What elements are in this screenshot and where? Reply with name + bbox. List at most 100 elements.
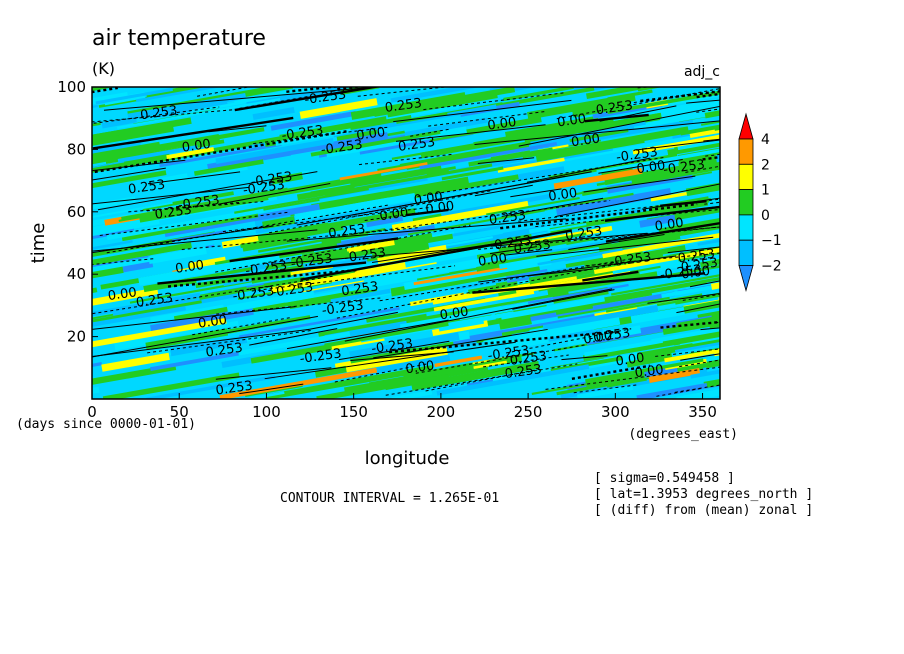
field-streak (299, 98, 378, 119)
field-streak (425, 227, 538, 254)
contour-line (571, 364, 651, 380)
field-streak (647, 280, 707, 294)
field-streak (92, 161, 125, 181)
field-streak (634, 358, 704, 374)
field-streak (349, 332, 460, 360)
contour-label: 0.00 (615, 351, 646, 370)
field-streak (434, 355, 483, 368)
field-streak (738, 384, 773, 397)
field-streak (490, 241, 612, 267)
field-streak (768, 330, 824, 347)
field-streak (92, 170, 167, 190)
contour-line (157, 261, 367, 285)
field-streak (658, 199, 720, 233)
field-streak (607, 90, 720, 115)
contour-line (344, 288, 613, 342)
contour-line (296, 175, 566, 226)
field-streak (771, 207, 869, 232)
field-streak (764, 285, 888, 310)
field-streak (550, 126, 689, 158)
field-streak (336, 127, 378, 143)
contour-line (676, 303, 720, 314)
field-streak (404, 245, 499, 268)
contour-label: 0.253 (139, 103, 178, 123)
field-streak (553, 168, 643, 190)
contour-line (264, 341, 516, 380)
field-streak (505, 115, 599, 138)
field-streak (780, 387, 837, 401)
field-streak (718, 294, 720, 323)
field-streak (419, 141, 558, 170)
field-streak (346, 240, 395, 254)
contour-label: 0.00 (556, 112, 587, 131)
contour-label: -0.253 (250, 169, 294, 190)
colorbar-label: −1 (761, 233, 782, 249)
contour-line (583, 175, 696, 193)
contour-line (568, 233, 665, 251)
contour-label: -0.253 (343, 245, 387, 266)
field-streak (92, 268, 96, 286)
field-streak (337, 132, 388, 145)
contour-line (585, 252, 720, 267)
field-streak (101, 352, 170, 372)
field-streak (92, 317, 227, 352)
contour-line (715, 321, 720, 324)
x-tick-label: 100 (252, 403, 281, 421)
contour-line (529, 268, 594, 277)
contour-label: 0.253 (504, 362, 543, 382)
field-streak (436, 364, 590, 396)
contour-label: 0.253 (397, 135, 436, 155)
field-streak (92, 266, 124, 285)
contour-label: 0.00 (636, 158, 667, 177)
field-streak (252, 106, 295, 120)
field-streak (542, 304, 659, 332)
contour-line (251, 265, 456, 292)
contour-line (490, 232, 648, 247)
contour-label: 0.00 (439, 304, 470, 323)
field-streak (633, 101, 720, 130)
field-streak (270, 110, 357, 131)
field-streak (164, 203, 321, 237)
field-streak (441, 166, 504, 181)
field-streak (92, 130, 120, 150)
field-streak (238, 331, 351, 356)
field-streak (630, 306, 685, 324)
contour-line (147, 171, 241, 185)
contour-label: 0.253 (509, 349, 548, 369)
field-streak (672, 344, 720, 373)
field-streak (736, 330, 898, 362)
contour-label: -0.253 (321, 298, 365, 319)
field-streak (587, 97, 621, 108)
contour-label: 0.253 (488, 208, 527, 228)
field-streak (406, 291, 569, 325)
field-streak (531, 382, 590, 395)
field-streak (121, 213, 259, 242)
contour-line (371, 240, 512, 264)
contour-line (545, 366, 720, 390)
contour-line (167, 268, 359, 288)
contour-label: 0.00 (413, 189, 444, 208)
field-streak (632, 123, 720, 155)
contour-line (702, 155, 720, 161)
contour-label: 0.00 (582, 329, 613, 348)
contour-line (99, 211, 288, 237)
contour-line (682, 293, 720, 301)
contour-line (425, 368, 540, 392)
contour-label: 0.00 (405, 358, 436, 377)
field-streak (363, 258, 483, 287)
contour-line (696, 92, 720, 99)
field-streak (547, 222, 587, 232)
colorbar-max-arrow (738, 112, 754, 140)
field-streak (138, 253, 281, 286)
field-streak (294, 192, 416, 222)
field-streak (92, 117, 192, 148)
y-tick-label: 80 (67, 140, 86, 158)
contour-labels: 0.00 0.253 -0.253 0.253 0.00 0.253 -0.253 -0.25… (107, 87, 719, 398)
field-streak (92, 242, 192, 273)
field-streak (101, 117, 137, 129)
field-streak (114, 320, 239, 348)
field-streak (92, 300, 202, 323)
field-streak (639, 214, 676, 228)
field-streak (689, 113, 720, 139)
contour-line (410, 128, 452, 137)
